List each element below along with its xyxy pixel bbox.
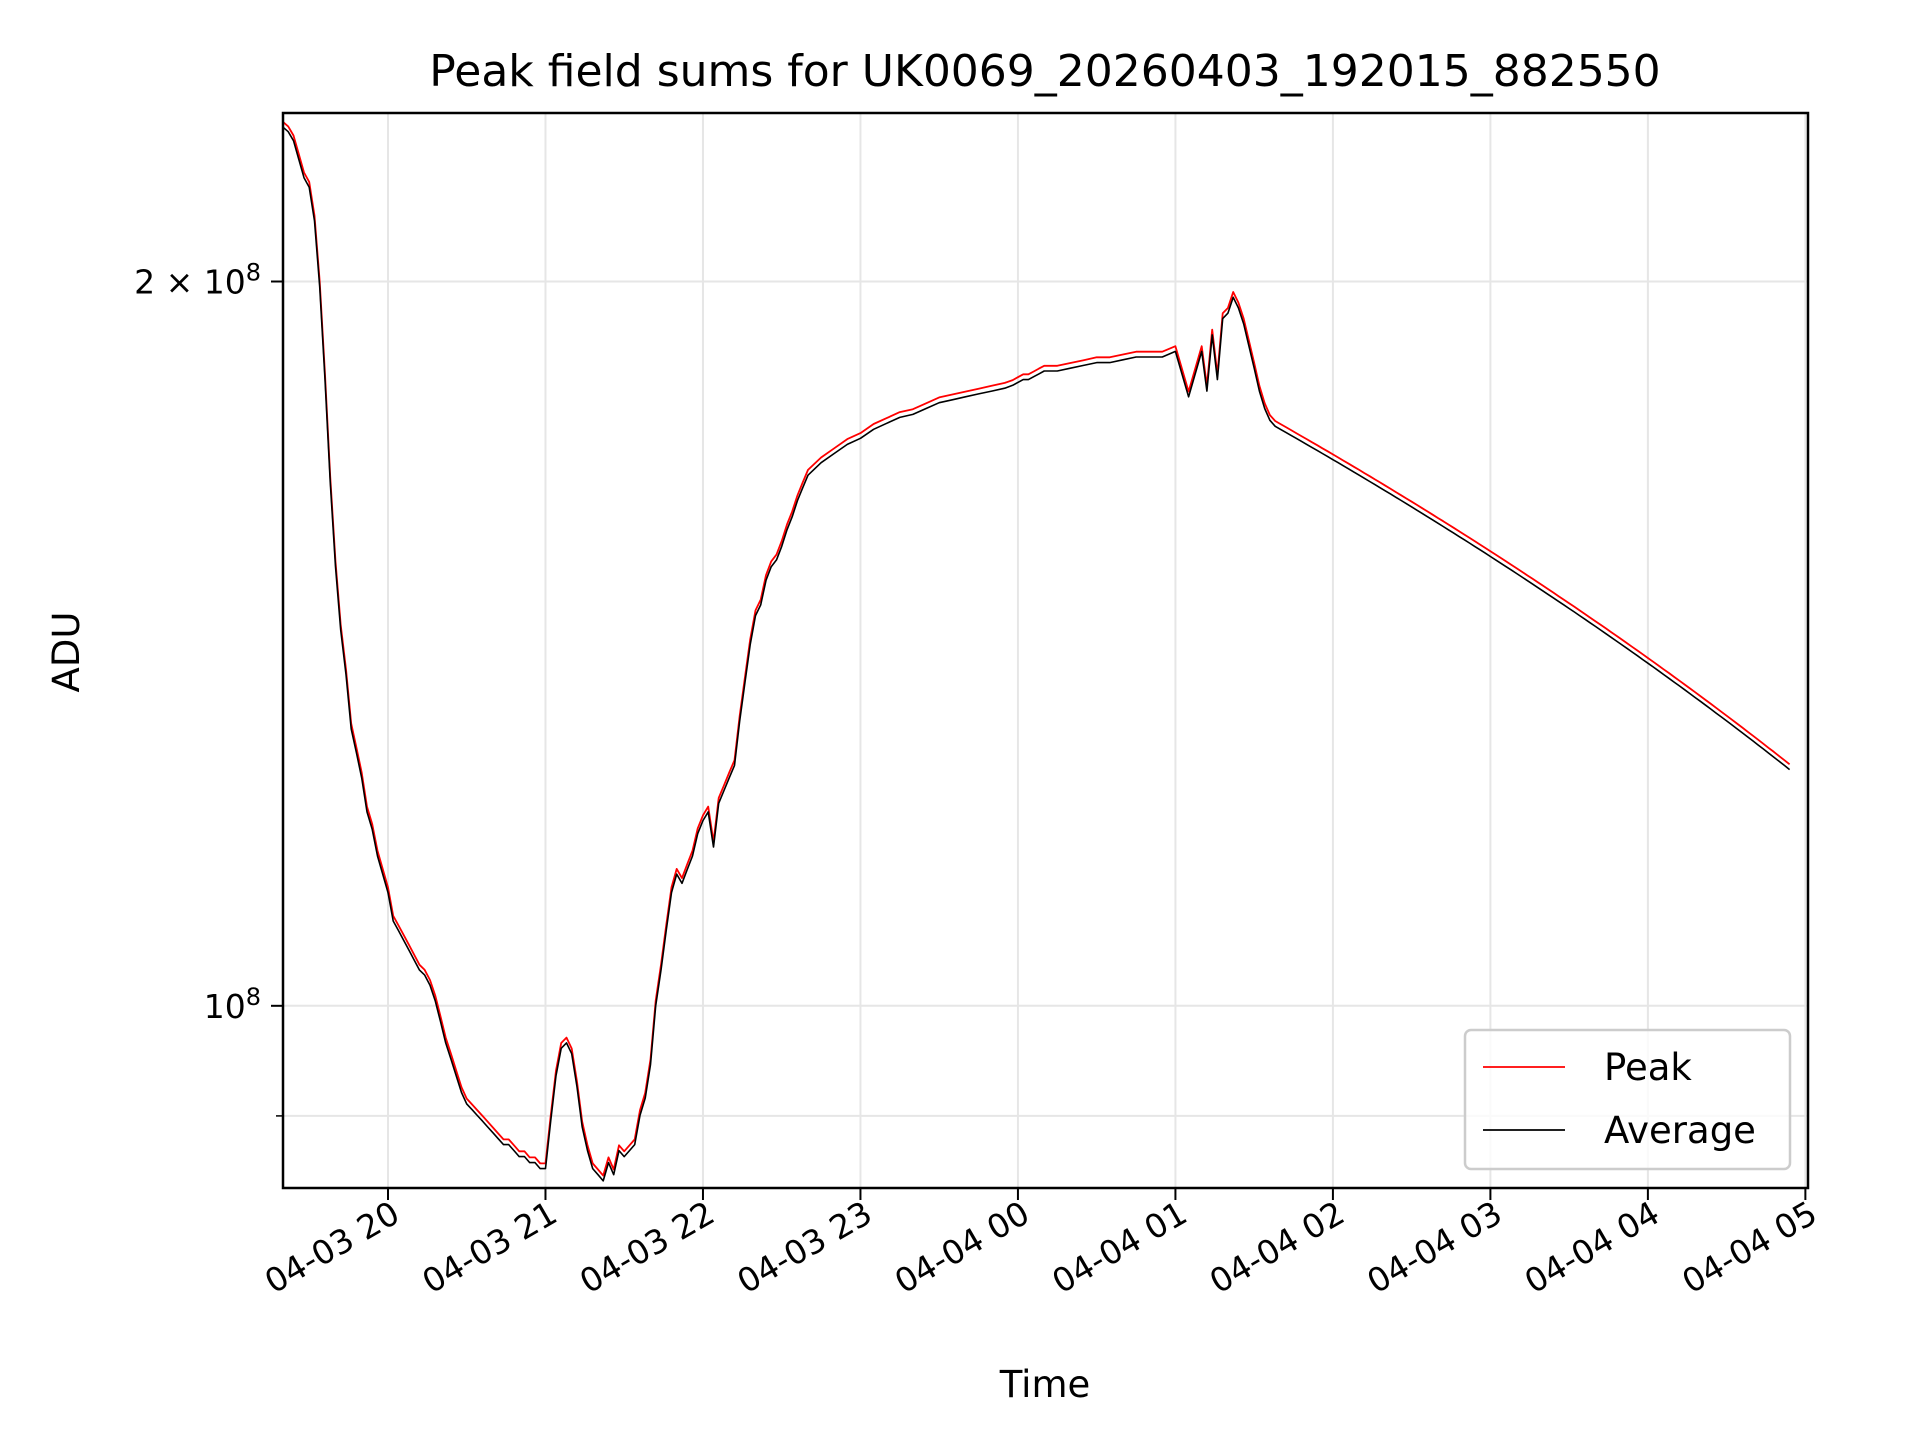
y-tick-label: 2 × 108 — [134, 259, 261, 302]
legend-box — [1463, 1028, 1792, 1171]
plot-frame — [281, 111, 1810, 1190]
y-axis-label: ADU — [45, 612, 88, 693]
series-layer — [282, 121, 1791, 1182]
y-tick-label: 108 — [204, 983, 261, 1026]
legend: Peak Average — [1463, 1028, 1792, 1171]
series-line-peak — [282, 121, 1791, 1177]
x-axis-label: Time — [999, 1363, 1091, 1406]
series-line-average — [282, 126, 1791, 1182]
chart-title: Peak field sums for UK0069_20260403_1920… — [429, 46, 1660, 97]
grid-layer — [283, 113, 1808, 1188]
legend-label-peak: Peak — [1604, 1046, 1692, 1089]
legend-label-average: Average — [1604, 1109, 1756, 1152]
